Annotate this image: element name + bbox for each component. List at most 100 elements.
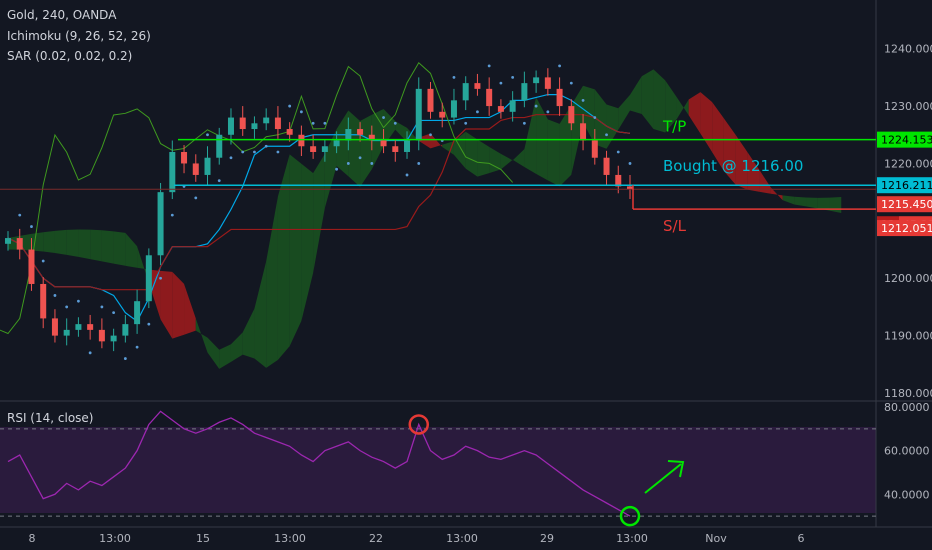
candle-body [40, 283, 47, 319]
legend-sar[interactable]: SAR (0.02, 0.02, 0.2) [7, 49, 133, 63]
time-axis[interactable]: 8 13:00 15 13:00 22 13:00 29 13:00 Nov 6 [29, 532, 805, 545]
cloud-segment [770, 187, 783, 201]
cloud-segment [547, 119, 560, 187]
candle-body [357, 129, 364, 135]
ichimoku-cloud [8, 69, 842, 369]
candle-body [427, 88, 434, 112]
sar-dot [569, 81, 573, 85]
cloud-segment [618, 94, 630, 130]
sar-dot [170, 213, 174, 217]
time-tick-label: Nov [705, 532, 727, 545]
sar-dot [88, 351, 92, 355]
sar-dot [464, 121, 468, 125]
sar-dot [405, 173, 409, 177]
cloud-segment [782, 195, 795, 205]
cloud-segment [277, 154, 290, 360]
cloud-segment [500, 153, 513, 170]
candle-body [521, 83, 528, 101]
sar-dot [393, 121, 397, 125]
sar-dot [264, 144, 268, 148]
time-tick-label: 13:00 [616, 532, 648, 545]
sar-dot [335, 167, 339, 171]
cloud-segment [172, 271, 185, 339]
sar-dot [53, 294, 57, 297]
bought-price-badge-box [877, 177, 932, 194]
sar-dot [346, 162, 350, 165]
sar-dot [476, 110, 479, 114]
sar-dot [206, 133, 209, 137]
price-tick-label: 1240.000 [884, 43, 932, 56]
candle-body [227, 117, 234, 135]
sar-dot [558, 64, 561, 68]
sar-dot [370, 162, 374, 165]
sar-dot [276, 150, 280, 154]
lagging-span-line [0, 61, 514, 335]
legend-ichimoku[interactable]: Ichimoku (9, 26, 52, 26) [7, 29, 151, 43]
candle-body [533, 77, 540, 84]
time-tick-label: 22 [369, 532, 383, 545]
sar-dot [253, 150, 256, 154]
price-tick-label: 1220.000 [884, 157, 932, 170]
cloud-segment [747, 151, 760, 192]
sar-dot [229, 156, 233, 160]
tp-label: T/P [662, 118, 686, 136]
candle-body [333, 140, 340, 147]
rsi-tick-label: 60.0000 [884, 445, 930, 458]
cloud-segment [512, 149, 525, 168]
cloud-segment [113, 231, 126, 266]
cloud-segment [723, 118, 736, 185]
sar-dot [30, 225, 33, 228]
sar-dot [41, 259, 45, 263]
candle-body [181, 151, 188, 164]
time-tick-label: 13:00 [99, 532, 131, 545]
cloud-segment [665, 80, 677, 133]
candle-body [204, 157, 211, 175]
cloud-segment [219, 344, 231, 369]
sar-dot [499, 81, 503, 85]
cloud-segment [735, 134, 748, 190]
cloud-segment [794, 196, 807, 207]
price-tick-label: 1230.000 [884, 100, 932, 113]
sar-dot [241, 150, 245, 154]
cloud-segment [442, 141, 454, 155]
sar-dot [288, 104, 292, 108]
candle-body [110, 335, 117, 342]
cloud-segment [606, 104, 619, 149]
cloud-segment [653, 69, 666, 133]
candle-body [134, 301, 141, 325]
legend-rsi[interactable]: RSI (14, close) [7, 411, 94, 425]
cloud-segment [230, 332, 243, 362]
rsi-tick-label: 40.0000 [884, 488, 930, 501]
legend-symbol[interactable]: Gold, 240, OANDA [7, 8, 117, 22]
candle-body [75, 324, 82, 330]
cloud-segment [66, 229, 79, 257]
cloud-segment [289, 154, 302, 347]
bought-price-badge: 1216.211 [881, 179, 932, 192]
time-tick-label: 13:00 [446, 532, 478, 545]
rsi-circle-marker [408, 414, 430, 435]
candle-body [87, 324, 94, 330]
cloud-segment [700, 92, 713, 153]
cloud-segment [336, 110, 349, 177]
candle-body [450, 100, 457, 118]
price-axis[interactable]: 1180.0001190.0001200.0001210.0001220.000… [884, 43, 932, 502]
bought-label: Bought @ 1216.00 [663, 157, 803, 175]
sar-dot [452, 75, 456, 79]
cloud-segment [759, 169, 771, 194]
rsi-annotations [408, 414, 685, 527]
cloud-segment [489, 146, 501, 174]
candle-body [627, 186, 633, 190]
sar-dot [299, 110, 303, 114]
candle-body [321, 146, 328, 152]
cloud-segment [559, 104, 572, 187]
candle-body [122, 324, 129, 336]
price-tick-label: 1190.000 [884, 330, 932, 343]
candle-body [497, 106, 504, 112]
sar-dot [194, 196, 198, 200]
cloud-segment [101, 230, 114, 264]
main-pane[interactable] [0, 0, 876, 400]
cloud-segment [43, 230, 55, 254]
rsi-group [0, 410, 876, 517]
sar-dot [581, 98, 585, 102]
